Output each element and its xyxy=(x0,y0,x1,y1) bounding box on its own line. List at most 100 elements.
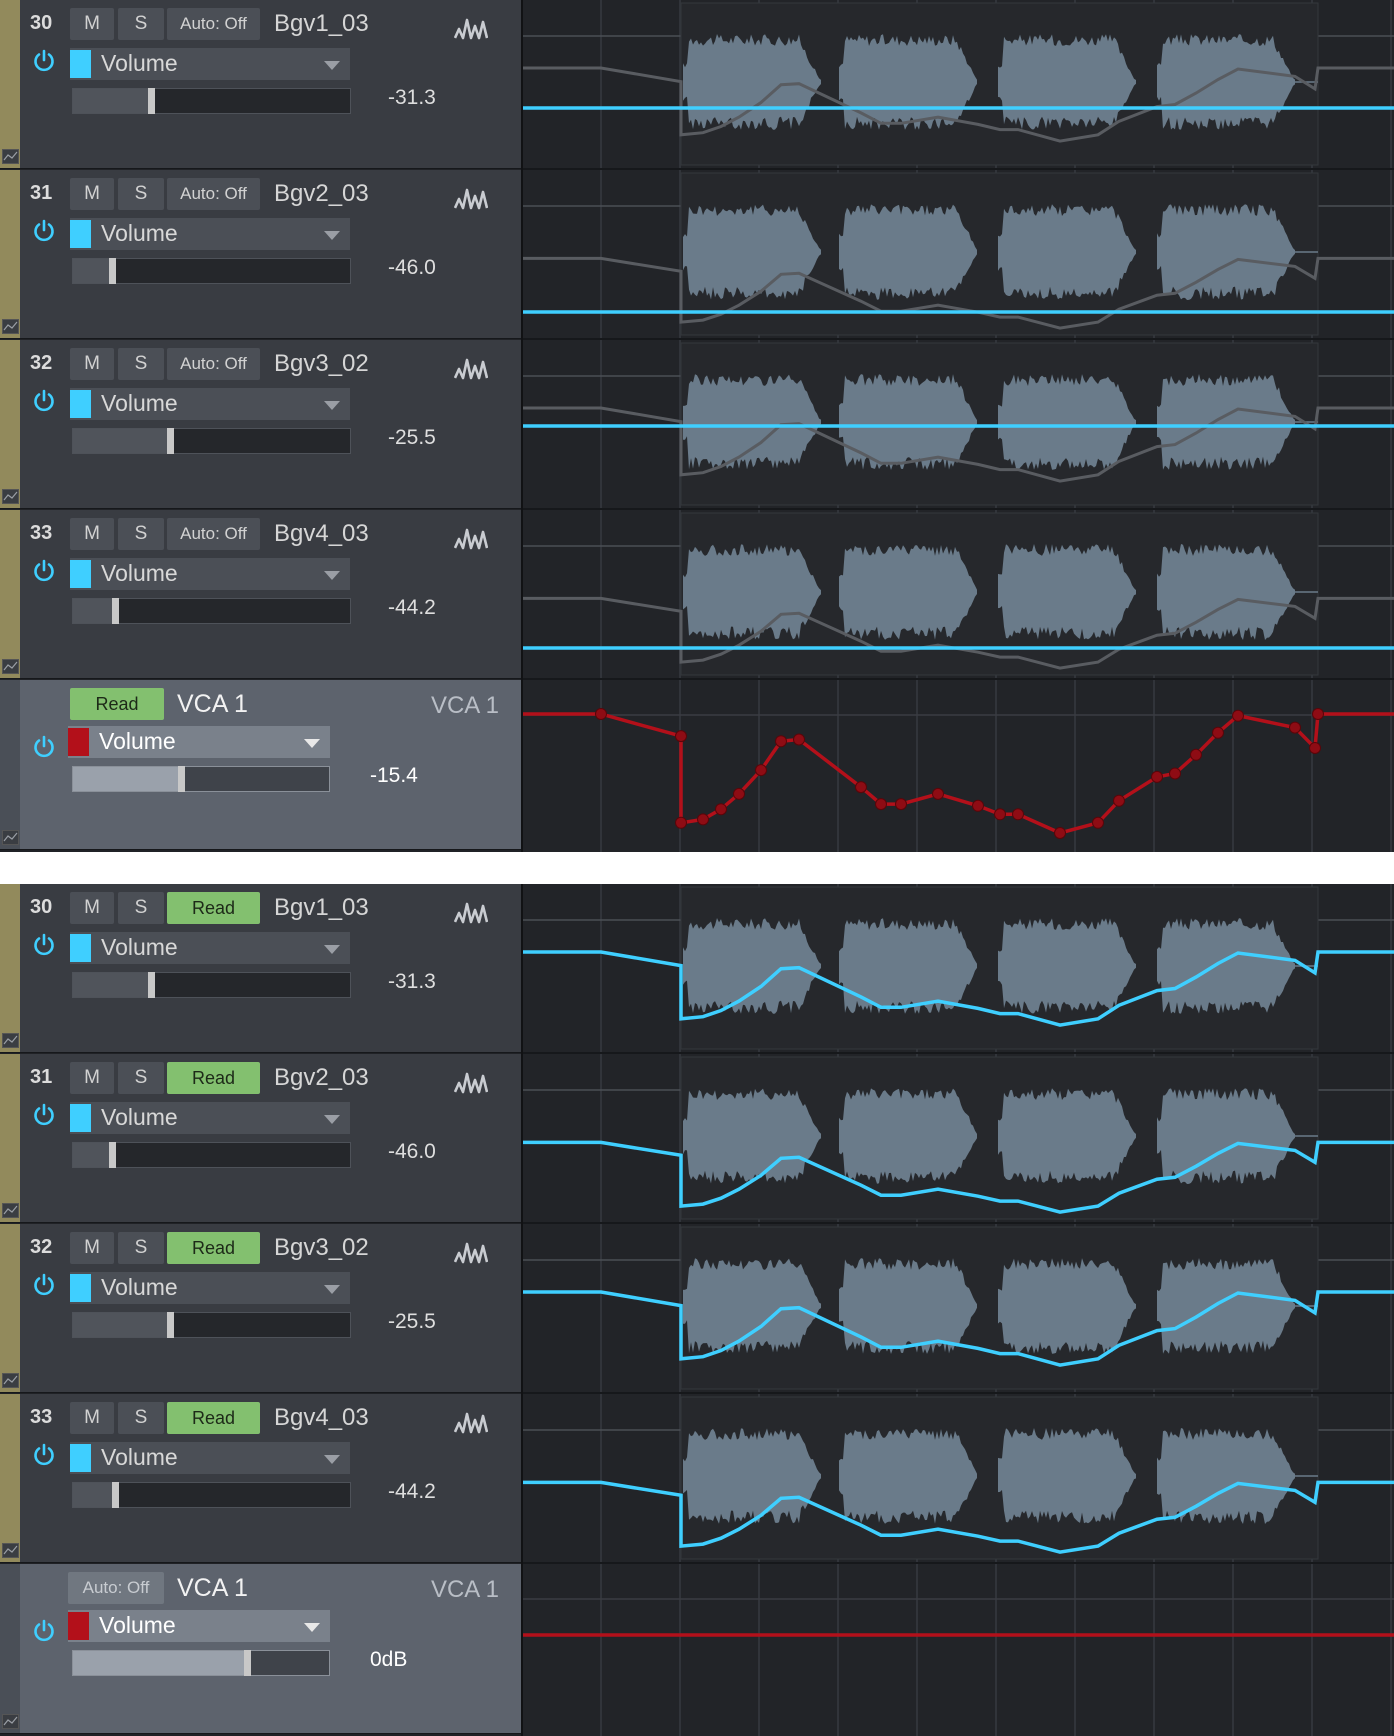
automation-parameter-dropdown[interactable]: Volume xyxy=(70,932,350,964)
audio-waveform[interactable] xyxy=(683,918,821,1014)
automation-lane-icon[interactable] xyxy=(2,1203,19,1218)
automation-lane-icon[interactable] xyxy=(2,1373,19,1388)
automation-parameter-dropdown[interactable]: Volume xyxy=(68,1610,330,1642)
track-name[interactable]: Bgv4_03 xyxy=(274,520,369,547)
waveform-icon[interactable] xyxy=(453,16,489,47)
audio-waveform[interactable] xyxy=(683,1258,821,1354)
power-icon[interactable] xyxy=(31,932,57,958)
automation-point[interactable] xyxy=(994,808,1006,821)
track-name[interactable]: VCA 1 xyxy=(177,1574,248,1602)
solo-button[interactable]: S xyxy=(118,1062,164,1094)
power-icon[interactable] xyxy=(31,48,57,74)
automation-mode-button[interactable]: Auto: Off xyxy=(167,518,260,550)
automation-lane-icon[interactable] xyxy=(2,830,19,845)
track-name[interactable]: Bgv2_03 xyxy=(274,1064,369,1091)
waveform-icon[interactable] xyxy=(453,186,489,217)
volume-fader[interactable] xyxy=(72,258,351,284)
waveform-icon[interactable] xyxy=(453,1410,489,1441)
audio-waveform[interactable] xyxy=(683,1428,821,1524)
automation-point[interactable] xyxy=(755,764,767,777)
automation-point[interactable] xyxy=(932,787,944,800)
waveform-icon[interactable] xyxy=(453,526,489,557)
automation-point[interactable] xyxy=(697,813,709,826)
automation-point[interactable] xyxy=(1169,767,1181,780)
automation-point[interactable] xyxy=(675,816,687,829)
automation-point[interactable] xyxy=(1309,742,1321,754)
audio-waveform[interactable] xyxy=(839,204,977,300)
audio-waveform[interactable] xyxy=(1157,544,1295,640)
audio-waveform[interactable] xyxy=(683,34,821,130)
arrange-lanes[interactable] xyxy=(523,884,1394,1736)
automation-mode-button[interactable]: Auto: Off xyxy=(167,8,260,40)
audio-waveform[interactable] xyxy=(998,918,1136,1014)
automation-lane-icon[interactable] xyxy=(2,489,19,504)
solo-button[interactable]: S xyxy=(118,1402,164,1434)
mute-button[interactable]: M xyxy=(70,1062,114,1094)
solo-button[interactable]: S xyxy=(118,1232,164,1264)
automation-curve[interactable] xyxy=(523,1480,1394,1554)
audio-waveform[interactable] xyxy=(839,545,977,640)
volume-fader[interactable] xyxy=(72,1482,351,1508)
automation-lane-icon[interactable] xyxy=(2,1033,19,1048)
automation-lane-icon[interactable] xyxy=(2,149,19,164)
fader-handle[interactable] xyxy=(166,428,174,454)
automation-parameter-dropdown[interactable]: Volume xyxy=(70,218,350,250)
arrange-lanes[interactable] xyxy=(523,0,1394,852)
track-name[interactable]: Bgv1_03 xyxy=(274,894,369,921)
automation-point[interactable] xyxy=(1092,816,1104,829)
automation-point[interactable] xyxy=(775,735,787,748)
track-name[interactable]: Bgv1_03 xyxy=(274,10,369,37)
automation-point[interactable] xyxy=(1289,721,1301,734)
automation-point[interactable] xyxy=(972,799,984,812)
mute-button[interactable]: M xyxy=(70,178,114,210)
audio-waveform[interactable] xyxy=(839,918,977,1014)
audio-waveform[interactable] xyxy=(1157,918,1295,1014)
solo-button[interactable]: S xyxy=(118,892,164,924)
automation-point[interactable] xyxy=(793,733,805,746)
automation-point[interactable] xyxy=(715,803,727,816)
solo-button[interactable]: S xyxy=(118,348,164,380)
automation-point[interactable] xyxy=(1054,827,1066,839)
automation-point[interactable] xyxy=(1190,748,1202,761)
automation-point[interactable] xyxy=(1312,708,1324,720)
volume-fader[interactable] xyxy=(72,1142,351,1168)
fader-handle[interactable] xyxy=(244,1650,252,1676)
automation-curve[interactable] xyxy=(523,950,1394,1027)
audio-waveform[interactable] xyxy=(998,1088,1136,1184)
automation-lane-icon[interactable] xyxy=(2,319,19,334)
mute-button[interactable]: M xyxy=(70,892,114,924)
volume-fader[interactable] xyxy=(72,1650,330,1676)
audio-waveform[interactable] xyxy=(998,1428,1136,1524)
automation-parameter-dropdown[interactable]: Volume xyxy=(70,1442,350,1474)
automation-parameter-dropdown[interactable]: Volume xyxy=(70,1272,350,1304)
mute-button[interactable]: M xyxy=(70,8,114,40)
automation-mode-button[interactable]: Auto: Off xyxy=(167,348,260,380)
audio-waveform[interactable] xyxy=(1157,204,1295,300)
audio-waveform[interactable] xyxy=(839,34,977,130)
automation-point[interactable] xyxy=(895,798,907,811)
automation-mode-button[interactable]: Read xyxy=(167,1402,260,1434)
audio-waveform[interactable] xyxy=(1157,374,1295,470)
solo-button[interactable]: S xyxy=(118,8,164,40)
audio-waveform[interactable] xyxy=(1157,1088,1295,1184)
power-icon[interactable] xyxy=(31,1272,57,1298)
automation-mode-button[interactable]: Read xyxy=(167,1062,260,1094)
automation-point[interactable] xyxy=(855,781,867,794)
automation-lane-icon[interactable] xyxy=(2,659,19,674)
automation-parameter-dropdown[interactable]: Volume xyxy=(70,48,350,80)
volume-fader[interactable] xyxy=(72,766,330,792)
audio-waveform[interactable] xyxy=(998,34,1136,130)
fader-handle[interactable] xyxy=(147,972,155,998)
audio-waveform[interactable] xyxy=(839,1258,977,1354)
audio-waveform[interactable] xyxy=(683,544,821,640)
automation-point[interactable] xyxy=(1113,794,1125,807)
fader-handle[interactable] xyxy=(166,1312,174,1338)
mute-button[interactable]: M xyxy=(70,348,114,380)
automation-point[interactable] xyxy=(1012,808,1024,821)
volume-fader[interactable] xyxy=(72,598,351,624)
automation-point[interactable] xyxy=(875,798,887,811)
automation-lane-icon[interactable] xyxy=(2,1543,19,1558)
audio-waveform[interactable] xyxy=(839,1088,977,1184)
power-icon[interactable] xyxy=(31,1442,57,1468)
power-icon[interactable] xyxy=(31,388,57,414)
